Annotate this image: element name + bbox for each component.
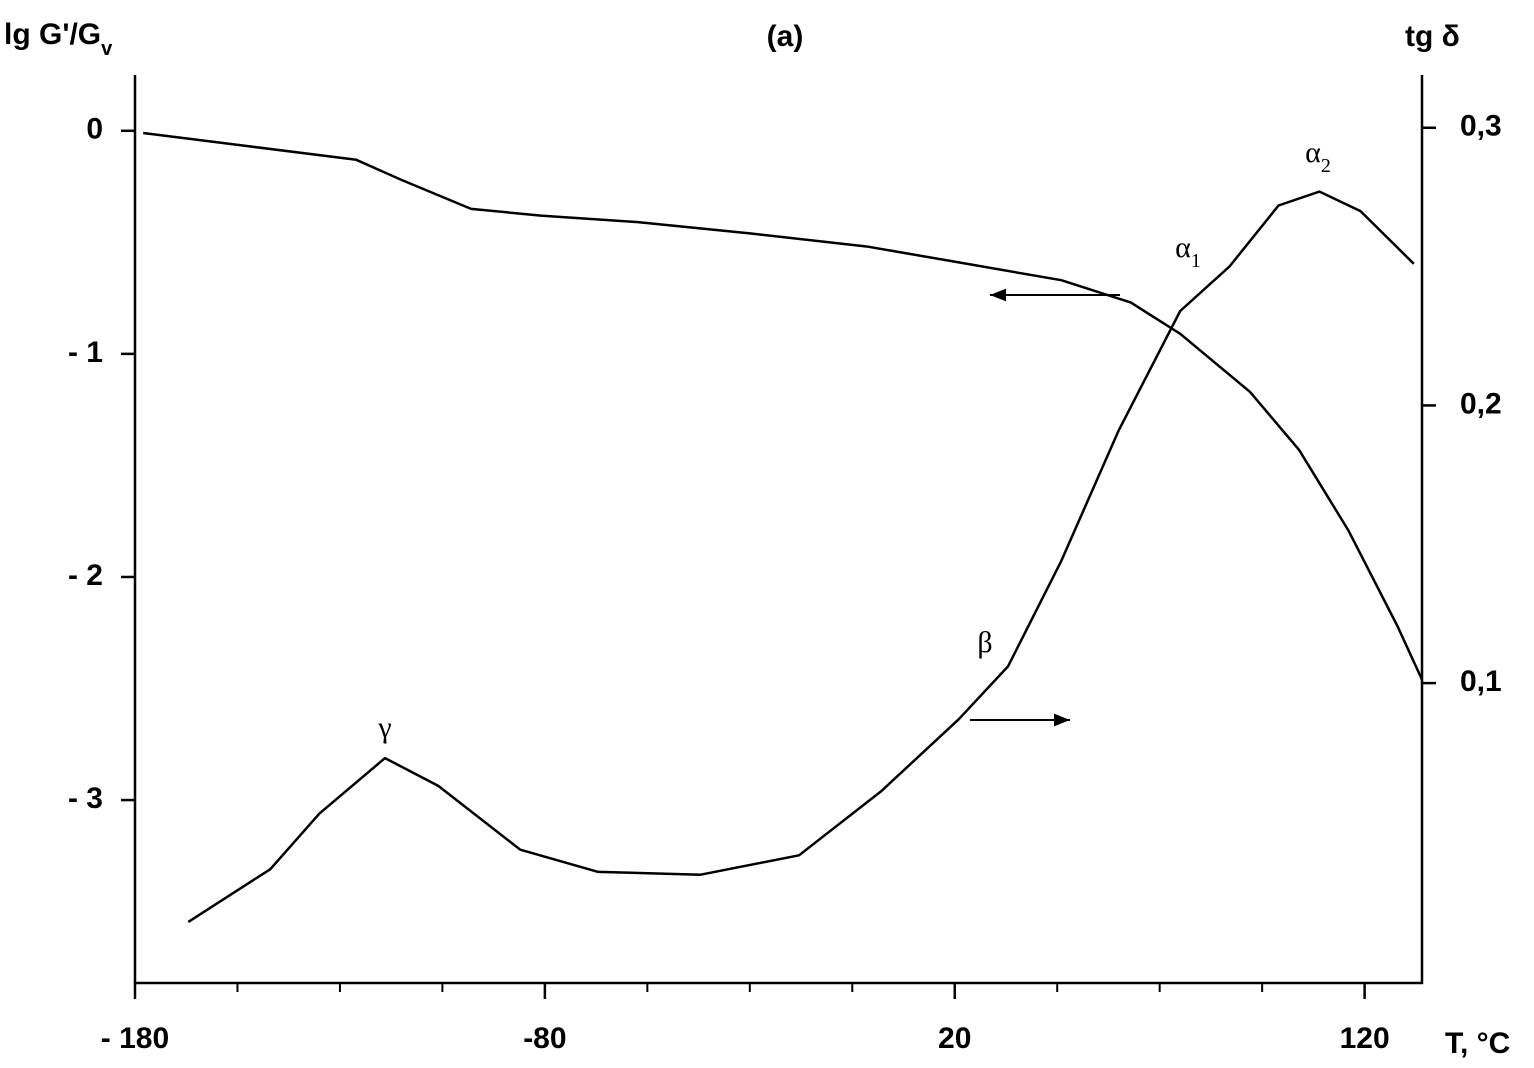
peak-label: γ bbox=[377, 711, 391, 744]
peak-symbol: α bbox=[1175, 231, 1191, 264]
y-tick-label: - 3 bbox=[68, 782, 103, 815]
axes bbox=[133, 75, 1424, 985]
peak-symbol: α bbox=[1305, 136, 1321, 169]
y2-axis-label: tg δ bbox=[1405, 20, 1460, 53]
y2-tick-label: 0,3 bbox=[1460, 110, 1502, 143]
data-line bbox=[187, 190, 1415, 923]
peak-label: α1 bbox=[1175, 231, 1201, 272]
y-tick-label: - 1 bbox=[68, 336, 103, 369]
peak-subscript: 1 bbox=[1191, 250, 1201, 272]
x-tick-label: 120 bbox=[1340, 1022, 1390, 1055]
peak-symbol: γ bbox=[377, 711, 391, 744]
y-axis-label: lg G'/Gv bbox=[4, 18, 113, 60]
chart-title: (a) bbox=[767, 20, 804, 53]
data-line bbox=[143, 131, 1424, 681]
peak-label: β bbox=[977, 626, 992, 659]
peak-label: α2 bbox=[1305, 136, 1331, 177]
y2-tick-label: 0,1 bbox=[1460, 665, 1502, 698]
y-tick-label: 0 bbox=[86, 113, 103, 146]
y2-tick-label: 0,2 bbox=[1460, 387, 1502, 420]
x-tick-label: 20 bbox=[938, 1022, 971, 1055]
y-tick-label: - 2 bbox=[68, 559, 103, 592]
peak-symbol: β bbox=[977, 626, 992, 659]
x-tick-label: - 180 bbox=[101, 1022, 169, 1055]
x-axis-label: T, °C bbox=[1445, 1027, 1510, 1060]
peak-subscript: 2 bbox=[1321, 155, 1331, 177]
x-tick-label: -80 bbox=[523, 1022, 566, 1055]
